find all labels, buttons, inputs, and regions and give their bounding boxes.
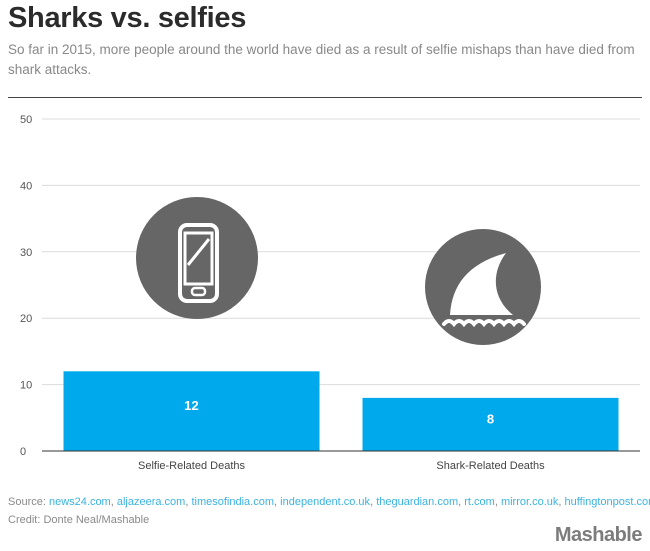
source-link[interactable]: independent.co.uk [280, 496, 371, 508]
source-label: Source: [8, 496, 49, 508]
source-line: Source: news24.com, aljazeera.com, times… [8, 496, 650, 508]
bar-chart: 0 10 20 30 40 50 12 8 Selfie-Related Deaths Sha… [20, 114, 640, 472]
chart-title: Sharks vs. selfies [8, 2, 247, 34]
source-separator: , [494, 496, 501, 508]
source-link[interactable]: timesofindia.com [191, 496, 275, 508]
x-axis-labels: Selfie-Related Deaths Shark-Related Death… [138, 460, 545, 472]
source-link[interactable]: mirror.co.uk [500, 496, 559, 508]
grid-lines [42, 118, 640, 386]
bar-2 [362, 397, 619, 451]
shark-fin-icon [425, 229, 541, 345]
category-label: Selfie-Related Deaths [138, 460, 246, 472]
smartphone-icon [136, 197, 258, 319]
y-tick-label: 40 [20, 180, 32, 192]
bar-1 [63, 371, 320, 451]
source-separator: , [274, 496, 281, 508]
y-tick-label: 30 [20, 247, 32, 259]
source-link[interactable]: rt.com [464, 496, 495, 508]
bars [63, 371, 619, 451]
y-tick-label: 20 [20, 313, 32, 325]
source-link[interactable]: news24.com [48, 496, 111, 508]
source-separator: , [558, 496, 565, 508]
data-label: 12 [184, 398, 198, 413]
source-link[interactable]: huffingtonpost.com [564, 496, 650, 508]
data-label: 8 [487, 411, 494, 426]
y-tick-label: 50 [20, 114, 32, 126]
source-link[interactable]: aljazeera.com [116, 496, 186, 508]
y-axis-ticks: 0 10 20 30 40 50 [20, 114, 32, 458]
mashable-logo: Mashable [554, 524, 643, 546]
chart-subtitle: So far in 2015, more people around the w… [8, 42, 635, 77]
category-label: Shark-Related Deaths [436, 460, 545, 472]
source-separator: , [185, 496, 192, 508]
source-separator: , [110, 496, 117, 508]
credit-line: Credit: Donte Neal/Mashable [8, 514, 150, 526]
data-labels: 12 8 [184, 398, 494, 426]
source-link[interactable]: theguardian.com [376, 496, 459, 508]
source-separator: , [458, 496, 465, 508]
header-rule [8, 97, 642, 98]
y-tick-label: 10 [20, 380, 32, 392]
source-separator: , [370, 496, 377, 508]
y-tick-label: 0 [20, 446, 26, 458]
